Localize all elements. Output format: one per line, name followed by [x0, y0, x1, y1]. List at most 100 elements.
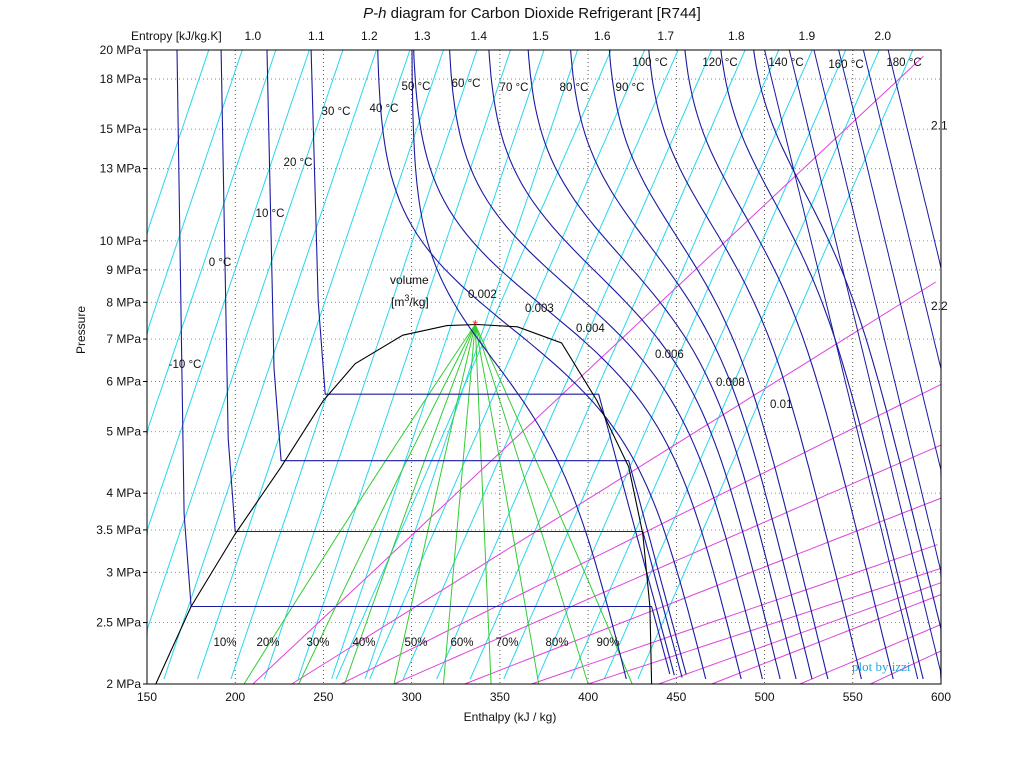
quality-line [344, 324, 476, 685]
y-tick-label: 9 MPa [106, 263, 141, 277]
isochore-line [531, 544, 938, 685]
isotherm-label: 60 °C [452, 78, 481, 90]
volume-label: 0.01 [770, 399, 792, 411]
chart-title: P-h diagram for Carbon Dioxide Refrigera… [363, 5, 701, 22]
isotherm-line [266, 49, 687, 675]
y-tick-label: 5 MPa [106, 425, 141, 439]
curve-labels: 2.1 2.2 0.002 0.003 0.004 0.006 0.008 0.01 10% 20… [169, 57, 948, 649]
y-tick-label: 20 MPa [100, 43, 142, 57]
grid-lines [146, 49, 942, 685]
quality-label: 30% [306, 637, 329, 649]
isotherm-label: 10 °C [256, 208, 285, 220]
isentrope-line [503, 49, 780, 680]
plot-frame [146, 49, 942, 685]
isotherm-label: 70 °C [500, 82, 529, 94]
saturation-dome [155, 323, 653, 685]
y-tick-label: 8 MPa [106, 295, 141, 309]
entropy-side-label: 2.2 [931, 299, 948, 313]
isochore-line [291, 281, 936, 685]
isentrope-line [197, 49, 411, 680]
y-tick-label: 18 MPa [100, 72, 142, 86]
isentrope-line [402, 49, 679, 680]
isochore-line [393, 444, 942, 685]
isochore-line [340, 383, 942, 685]
isotherm-line [527, 49, 797, 680]
isotherm-line [764, 49, 919, 680]
x-tick-label: 500 [755, 690, 775, 704]
entropy-tick-label: 1.1 [308, 29, 325, 43]
isochore-line [711, 594, 942, 685]
isentrope-line [146, 49, 277, 679]
quality-label: 20% [256, 637, 279, 649]
isochore-line [799, 624, 942, 685]
isentrope-line [146, 49, 344, 679]
quality-line [474, 324, 540, 685]
isentrope-line [331, 49, 545, 680]
isentrope-line [637, 49, 914, 680]
entropy-axis-label: Entropy [kJ/kg.K] [131, 29, 222, 43]
entropy-tick-label: 1.6 [594, 29, 611, 43]
isentrope-line [570, 49, 847, 680]
quality-label: 90% [596, 637, 619, 649]
entropy-tick-label: 1.3 [414, 29, 431, 43]
isotherm-label: 180 °C [886, 57, 921, 69]
x-tick-label: 450 [666, 690, 686, 704]
isotherm-label: 160 °C [828, 59, 863, 71]
volume-label: 0.004 [576, 323, 605, 335]
isotherm-label: 120 °C [702, 57, 737, 69]
isotherm-line [887, 49, 942, 679]
x-tick-label: 250 [313, 690, 333, 704]
y-tick-label: 6 MPa [106, 375, 141, 389]
volume-label: 0.002 [468, 289, 497, 301]
x-tick-label: 150 [137, 690, 157, 704]
quality-line [474, 324, 492, 685]
x-tick-label: 550 [843, 690, 863, 704]
credit-label: plot by izzi [852, 659, 911, 674]
y-tick-label: 10 MPa [100, 234, 142, 248]
isochore-line [658, 582, 942, 685]
isentrope-line [230, 49, 444, 680]
x-tick-label: 350 [490, 690, 510, 704]
isotherm-label: 20 °C [284, 157, 313, 169]
isochore-line [252, 55, 924, 685]
x-tick-label: 300 [402, 690, 422, 704]
isochore-line [587, 567, 942, 685]
isentrope-line [603, 49, 880, 680]
isentrope-line [536, 49, 813, 680]
entropy-tick-label: 2.0 [874, 29, 891, 43]
quality-label: 80% [545, 637, 568, 649]
quality-lines [243, 324, 633, 685]
isotherm-line [648, 49, 862, 680]
quality-line [442, 324, 476, 685]
y-tick-label: 15 MPa [100, 122, 142, 136]
y-tick-label: 7 MPa [106, 332, 141, 346]
isotherm-line [176, 49, 671, 675]
saturation-dome-curve [155, 323, 653, 685]
volume-label: 0.006 [655, 349, 684, 361]
isotherm-line [220, 49, 683, 678]
isotherm-label: 80 °C [560, 82, 589, 94]
isotherm-line [449, 49, 763, 680]
entropy-tick-label: 1.9 [799, 29, 816, 43]
entropy-side-label: 2.1 [931, 119, 948, 133]
isentrope-lines [146, 49, 914, 680]
isentrope-line [335, 49, 612, 680]
y-tick-label: 3 MPa [106, 565, 141, 579]
isotherm-line [608, 49, 829, 680]
entropy-tick-label: 1.5 [532, 29, 549, 43]
isotherm-label: 50 °C [402, 81, 431, 93]
volume-label: volume [390, 273, 429, 287]
quality-label: 10% [213, 637, 236, 649]
critical-point-marker: * [472, 317, 478, 333]
isotherm-label: 100 °C [632, 57, 667, 69]
isentrope-line [163, 49, 377, 680]
y-tick-label: 4 MPa [106, 486, 141, 500]
isentrope-line [436, 49, 713, 680]
isotherm-line [377, 49, 707, 680]
isentrope-line [469, 49, 746, 680]
entropy-tick-label: 1.2 [361, 29, 378, 43]
entropy-tick-label: 1.7 [657, 29, 674, 43]
entropy-tick-label: 1.8 [728, 29, 745, 43]
isentrope-line [369, 49, 646, 680]
